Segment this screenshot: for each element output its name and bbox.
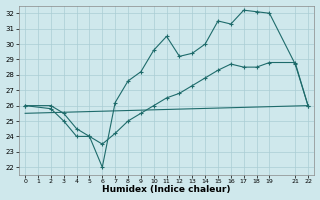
X-axis label: Humidex (Indice chaleur): Humidex (Indice chaleur) [102, 185, 231, 194]
